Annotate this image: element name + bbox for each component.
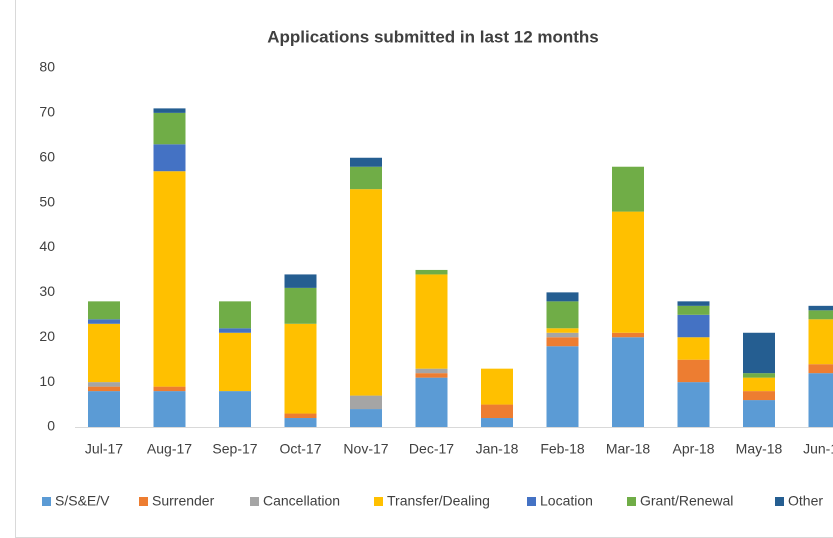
y-tick-label: 40 [39,238,55,254]
legend-label: Location [540,493,593,509]
x-tick-label: Apr-18 [672,441,714,457]
y-tick-label: 60 [39,148,55,164]
bar-segment [546,337,579,347]
bar-segment [88,391,120,427]
bar-segment [481,368,513,405]
bar-segment [546,292,579,302]
bar-segment [808,373,833,427]
bar-segment [284,418,317,427]
legend-swatch [527,497,536,506]
bar-segment [219,301,251,329]
bar-segment [481,404,513,419]
bar-segment [743,391,775,401]
bar-segment [677,382,710,427]
x-tick-label: Dec-17 [409,441,454,457]
bar-segment [481,418,513,427]
bar-segment [677,337,710,360]
legend-swatch [627,497,636,506]
bar-segment [743,332,775,374]
y-tick-label: 30 [39,283,55,299]
legend-label: Surrender [152,493,215,509]
bar-segment [219,328,251,333]
bar-segment [350,409,382,427]
legend-swatch [775,497,784,506]
bar-segment [350,189,382,396]
bar-segment [546,332,579,338]
x-tick-label: Aug-17 [147,441,192,457]
bar-segment [153,112,186,145]
legend-label: Cancellation [263,493,340,509]
legend-label: Transfer/Dealing [387,493,490,509]
bar-segment [612,332,644,338]
x-tick-label: Jun-18 [803,441,833,457]
x-tick-label: Nov-17 [343,441,388,457]
bar-segment [153,386,186,392]
bar-segment [88,382,120,387]
x-tick-label: Jul-17 [85,441,123,457]
x-tick-label: Sep-17 [212,441,257,457]
bar-segment [284,323,317,414]
chart-title: Applications submitted in last 12 months [267,27,599,46]
bar-segment [808,310,833,320]
bar-segment [415,377,448,427]
y-tick-label: 0 [47,418,55,434]
bar-segment [612,211,644,333]
bar-segment [743,373,775,378]
bar-segment [808,319,833,365]
bar-segment [415,274,448,369]
y-tick-label: 70 [39,104,55,120]
bar-segment [153,108,186,113]
bar-segment [284,413,317,419]
bar-segment [808,305,833,311]
x-tick-label: Feb-18 [540,441,585,457]
bar-segment [677,359,710,383]
bar-segment [743,377,775,392]
x-tick-label: Jan-18 [476,441,519,457]
bar-segment [546,301,579,329]
y-tick-label: 50 [39,193,55,209]
legend-label: Grant/Renewal [640,493,733,509]
legend-label: Other [788,493,823,509]
bar-segment [546,346,579,427]
y-tick-label: 10 [39,373,55,389]
bar-segment [350,395,382,410]
bar-segment [677,301,710,306]
bar-segment [88,301,120,320]
bar-segment [677,305,710,315]
legend-swatch [139,497,148,506]
bar-segment [88,323,120,383]
bar-segment [219,332,251,392]
bar-segment [350,157,382,167]
legend-swatch [250,497,259,506]
bar-segment [284,287,317,324]
bar-segment [153,391,186,427]
y-tick-label: 80 [39,59,55,75]
legend-swatch [374,497,383,506]
bar-segment [546,328,579,333]
legend-swatch [42,497,51,506]
bar-segment [88,386,120,392]
bar-segment [677,314,710,338]
bar-segment [219,391,251,427]
bar-segment [284,274,317,288]
bar-segment [612,337,644,427]
bar-segment [415,373,448,378]
bar-segment [612,166,644,212]
bar-segment [88,319,120,324]
y-tick-label: 20 [39,328,55,344]
bar-segment [153,171,186,387]
x-tick-label: May-18 [736,441,783,457]
bar-segment [415,269,448,275]
x-tick-label: Mar-18 [606,441,651,457]
bar-segment [743,400,775,427]
bar-segment [350,166,382,190]
legend-label: S/S&E/V [55,493,110,509]
x-tick-label: Oct-17 [279,441,321,457]
bar-segment [153,144,186,172]
bar-segment [808,364,833,374]
bar-segment [415,368,448,374]
